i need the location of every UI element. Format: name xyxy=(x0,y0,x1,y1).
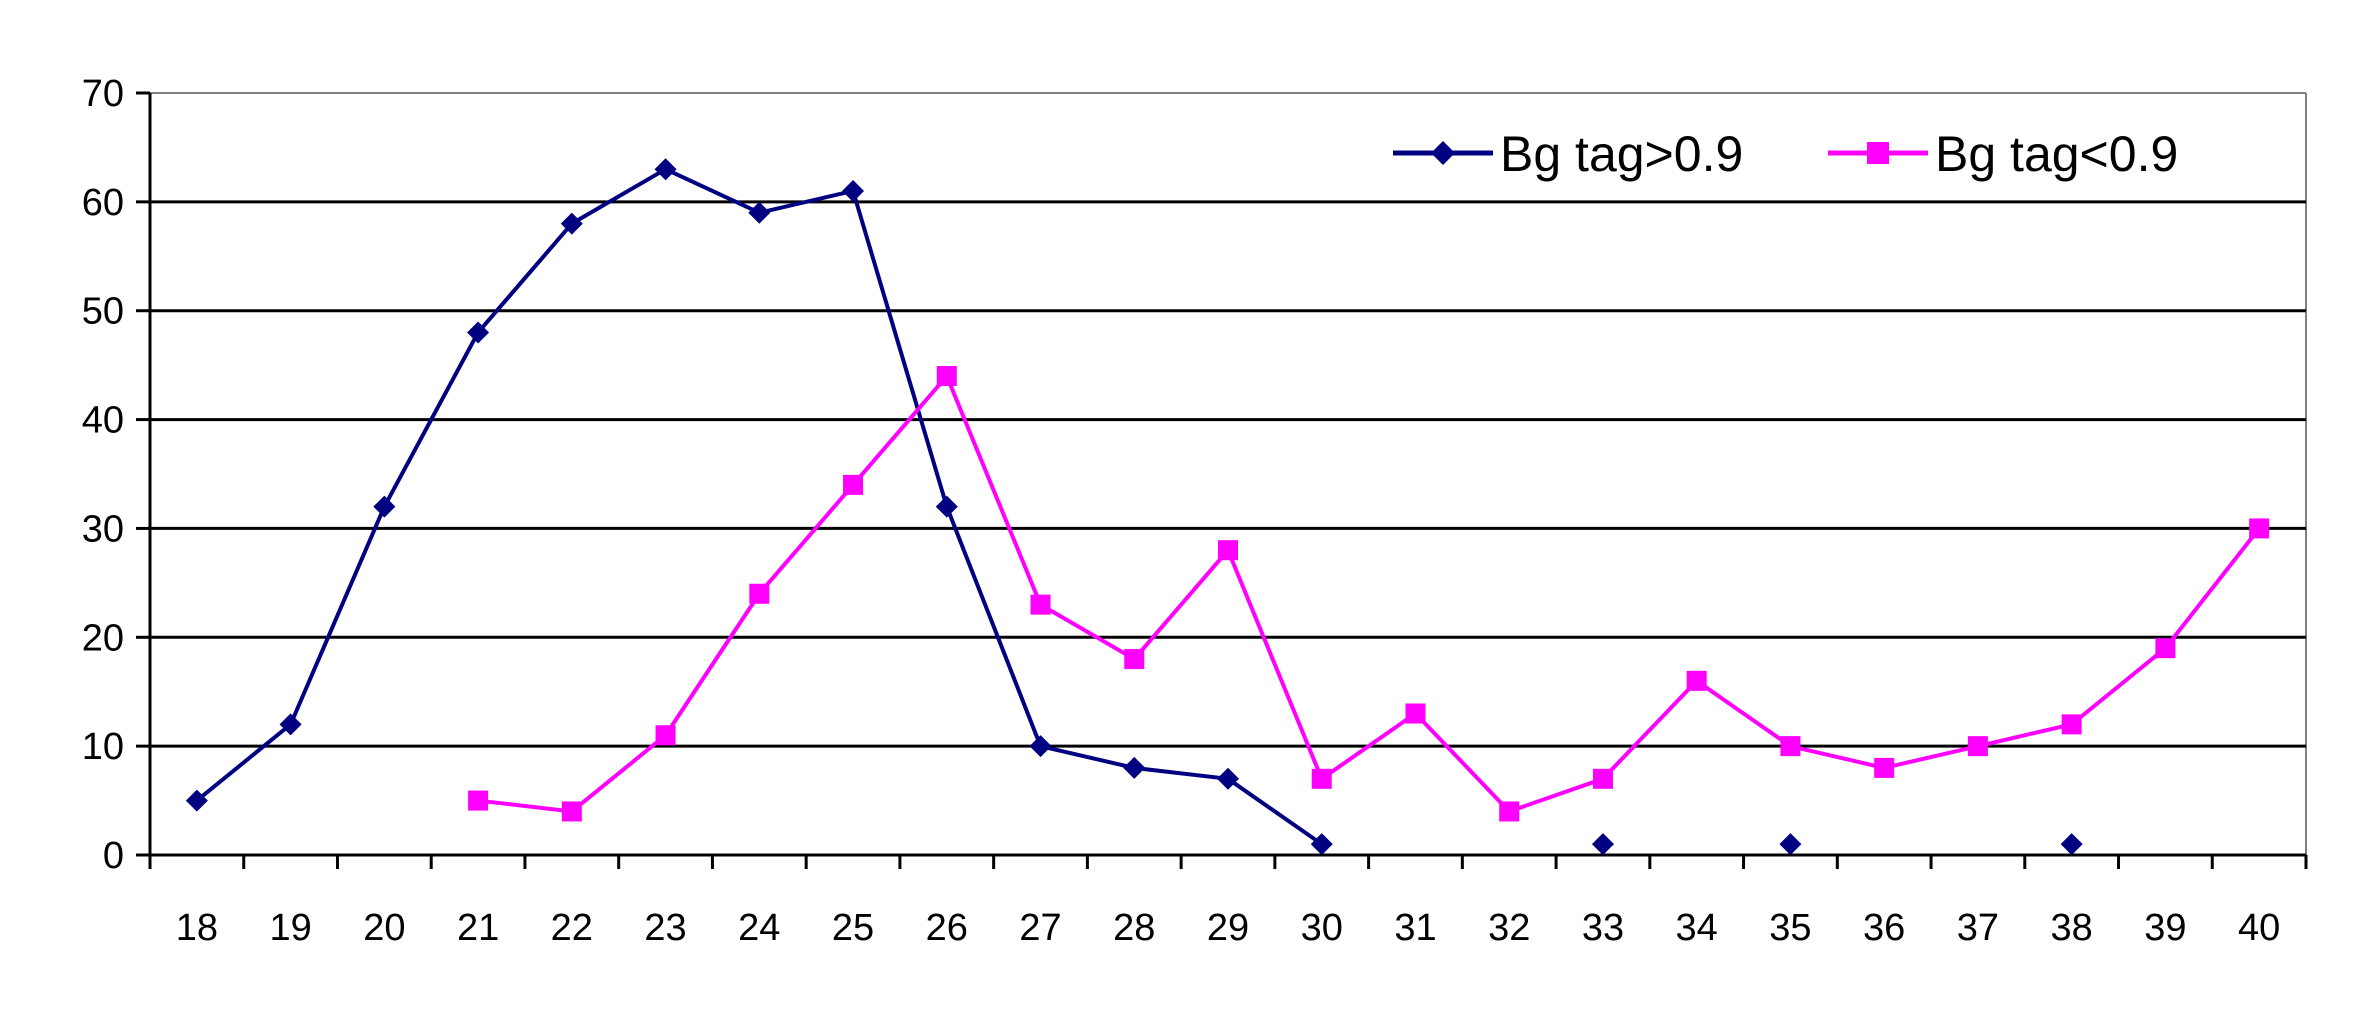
y-tick-label: 70 xyxy=(82,73,124,115)
axes: 0 10 20 30 40 50 60 70 18 19 20 21 22 23 24 25 26 27 28 29 3… xyxy=(82,73,2308,949)
data-point-diamond xyxy=(2060,833,2083,856)
x-tick-label: 34 xyxy=(1676,907,1718,949)
y-tick-label: 30 xyxy=(82,508,124,550)
data-point-diamond xyxy=(1591,833,1614,856)
data-point-diamond xyxy=(1310,833,1333,856)
x-tick-label: 22 xyxy=(551,907,593,949)
data-point-square xyxy=(936,366,957,387)
gridlines xyxy=(150,92,2307,855)
y-tick-label: 20 xyxy=(82,617,124,659)
x-tick-label: 31 xyxy=(1394,907,1436,949)
y-tick-label: 10 xyxy=(82,726,124,768)
data-point-square xyxy=(655,725,676,746)
data-point-diamond xyxy=(842,179,865,202)
data-point-square xyxy=(843,474,864,495)
data-point-diamond xyxy=(373,495,396,518)
x-tick-label: 20 xyxy=(363,907,405,949)
x-tick-label: 32 xyxy=(1488,907,1530,949)
data-point-square xyxy=(749,583,770,604)
legend-label-series-1: Bg tag<0.9 xyxy=(1935,126,2178,182)
data-point-square xyxy=(1686,670,1707,691)
x-tick-label: 19 xyxy=(269,907,311,949)
data-point-diamond xyxy=(279,713,302,736)
y-tick-label: 0 xyxy=(103,835,124,877)
x-tick-label: 25 xyxy=(832,907,874,949)
x-tick-label: 39 xyxy=(2144,907,2186,949)
data-point-square xyxy=(1311,768,1332,789)
x-tick-label: 33 xyxy=(1582,907,1624,949)
data-point-diamond xyxy=(467,321,490,344)
data-point-diamond xyxy=(748,201,771,224)
data-point-square xyxy=(561,801,582,822)
data-point-square xyxy=(2249,518,2270,539)
data-point-square xyxy=(1499,801,1520,822)
y-tick-label: 50 xyxy=(82,291,124,333)
data-point-diamond xyxy=(1123,756,1146,779)
y-tick-label: 40 xyxy=(82,400,124,442)
x-tick-label: 24 xyxy=(738,907,780,949)
data-point-diamond xyxy=(560,212,583,235)
data-point-square xyxy=(1405,703,1426,724)
data-point-diamond xyxy=(1779,833,1802,856)
data-point-square xyxy=(1967,736,1988,757)
series-0 xyxy=(185,158,2083,856)
data-point-diamond xyxy=(935,495,958,518)
series-line xyxy=(477,374,2261,814)
x-tick-label: 40 xyxy=(2238,907,2280,949)
x-tick-label: 26 xyxy=(926,907,968,949)
data-point-square xyxy=(2155,638,2176,659)
x-tick-label: 18 xyxy=(176,907,218,949)
data-point-diamond xyxy=(1217,767,1239,790)
series-1 xyxy=(468,366,2270,822)
x-tick-label: 35 xyxy=(1769,907,1811,949)
data-point-square xyxy=(1592,768,1613,789)
x-tick-label: 38 xyxy=(2051,907,2093,949)
data-point-square xyxy=(1780,736,1801,757)
x-tick-label: 36 xyxy=(1863,907,1905,949)
legend: Bg tag>0.9 Bg tag<0.9 xyxy=(1393,126,2178,182)
legend-label-series-0: Bg tag>0.9 xyxy=(1500,126,1743,182)
x-tick-label: 29 xyxy=(1207,907,1249,949)
legend-marker-square xyxy=(1867,142,1889,164)
x-tick-label: 23 xyxy=(644,907,686,949)
data-point-square xyxy=(468,790,489,811)
x-tick-label: 21 xyxy=(457,907,499,949)
data-point-square xyxy=(2061,714,2082,735)
x-tick-label: 28 xyxy=(1113,907,1155,949)
series-line xyxy=(195,167,1323,846)
legend-marker-diamond xyxy=(1431,141,1455,165)
series xyxy=(185,158,2270,856)
data-point-diamond xyxy=(185,789,208,812)
data-point-square xyxy=(1124,649,1145,670)
data-point-square xyxy=(1218,540,1238,561)
data-point-square xyxy=(1874,757,1895,778)
data-point-square xyxy=(1030,594,1051,615)
y-tick-label: 60 xyxy=(82,182,124,224)
data-point-diamond xyxy=(1029,735,1052,758)
x-tick-label: 37 xyxy=(1957,907,1999,949)
x-tick-label: 30 xyxy=(1301,907,1343,949)
data-point-diamond xyxy=(654,158,677,181)
x-tick-label: 27 xyxy=(1019,907,1061,949)
